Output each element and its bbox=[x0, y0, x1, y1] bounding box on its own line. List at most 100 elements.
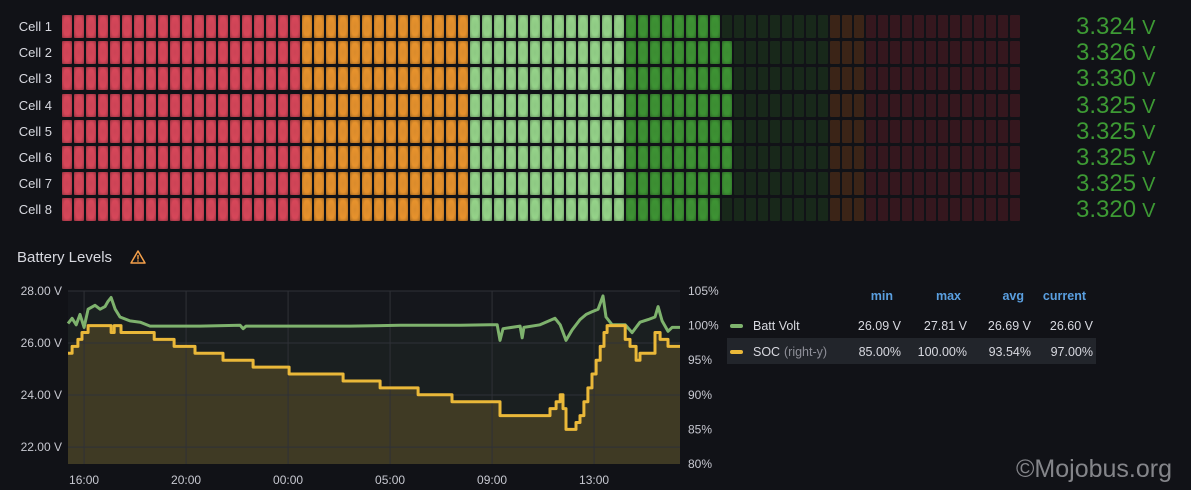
lit-segment bbox=[458, 67, 468, 91]
cell-row: Cell 4 3.325 V bbox=[0, 92, 1191, 119]
lit-segment bbox=[290, 67, 300, 91]
series-color-swatch[interactable] bbox=[730, 350, 743, 354]
unlit-segment bbox=[926, 119, 936, 143]
lit-segment bbox=[686, 93, 696, 117]
legend-header-max[interactable]: max bbox=[935, 289, 961, 303]
lit-segment bbox=[254, 93, 264, 117]
lit-segment bbox=[302, 67, 312, 91]
lit-segment bbox=[338, 172, 348, 196]
unlit-segment bbox=[866, 93, 876, 117]
lit-segment bbox=[398, 198, 408, 222]
lit-segment bbox=[662, 119, 672, 143]
unlit-segment bbox=[842, 146, 852, 169]
lit-segment bbox=[314, 119, 324, 143]
lit-segment bbox=[686, 198, 696, 222]
lit-segment bbox=[146, 146, 156, 169]
lit-segment bbox=[614, 119, 624, 143]
lit-segment bbox=[590, 93, 600, 117]
lit-segment bbox=[206, 198, 216, 222]
lit-segment bbox=[242, 172, 252, 196]
lit-segment bbox=[602, 41, 612, 65]
warning-triangle-icon[interactable] bbox=[130, 249, 146, 265]
lit-segment bbox=[458, 119, 468, 143]
unlit-segment bbox=[770, 93, 780, 117]
lit-segment bbox=[170, 67, 180, 91]
unlit-segment bbox=[842, 41, 852, 65]
lit-segment bbox=[710, 15, 720, 38]
lit-segment bbox=[206, 41, 216, 65]
lit-segment bbox=[278, 15, 288, 38]
unlit-segment bbox=[842, 198, 852, 222]
lit-segment bbox=[182, 15, 192, 38]
lit-segment bbox=[614, 15, 624, 38]
unlit-segment bbox=[974, 67, 984, 91]
cell-voltage-value: 3.326 V bbox=[1076, 39, 1155, 67]
unlit-segment bbox=[890, 67, 900, 91]
lit-segment bbox=[266, 119, 276, 143]
legend-series-name[interactable]: Batt Volt bbox=[753, 319, 800, 333]
legend-header-current[interactable]: current bbox=[1042, 289, 1086, 303]
lit-segment bbox=[542, 15, 552, 38]
lit-segment bbox=[650, 172, 660, 196]
lit-segment bbox=[242, 15, 252, 38]
unlit-segment bbox=[902, 172, 912, 196]
lit-segment bbox=[374, 15, 384, 38]
lit-segment bbox=[518, 93, 528, 117]
unlit-segment bbox=[854, 41, 864, 65]
legend-header-min[interactable]: min bbox=[870, 289, 893, 303]
cell-row: Cell 1 3.324 V bbox=[0, 13, 1191, 40]
legend-header-avg[interactable]: avg bbox=[1002, 289, 1024, 303]
lit-segment bbox=[62, 172, 72, 196]
battery-levels-chart[interactable]: 28.00 V 26.00 V 24.00 V 22.00 V 105% 100% 95% 9… bbox=[0, 280, 720, 490]
unlit-segment bbox=[986, 41, 996, 65]
lit-segment bbox=[146, 41, 156, 65]
lit-segment bbox=[122, 172, 132, 196]
lit-segment bbox=[386, 119, 396, 143]
legend-series-name[interactable]: SOC bbox=[753, 345, 781, 359]
lit-segment bbox=[146, 67, 156, 91]
unlit-segment bbox=[962, 172, 972, 196]
unlit-segment bbox=[818, 198, 828, 222]
lit-segment bbox=[686, 172, 696, 196]
lit-segment bbox=[506, 119, 516, 143]
unlit-segment bbox=[1010, 198, 1020, 222]
unlit-segment bbox=[950, 41, 960, 65]
lit-segment bbox=[170, 146, 180, 169]
lit-segment bbox=[590, 172, 600, 196]
lit-segment bbox=[710, 146, 720, 169]
series-color-swatch[interactable] bbox=[730, 324, 743, 328]
lit-segment bbox=[290, 198, 300, 222]
unlit-segment bbox=[794, 67, 804, 91]
unlit-segment bbox=[890, 198, 900, 222]
unlit-segment bbox=[986, 93, 996, 117]
unlit-segment bbox=[746, 119, 756, 143]
unlit-segment bbox=[794, 15, 804, 38]
lit-segment bbox=[614, 172, 624, 196]
x-tick-label: 20:00 bbox=[171, 473, 201, 487]
unlit-segment bbox=[866, 146, 876, 169]
lit-segment bbox=[566, 119, 576, 143]
lit-segment bbox=[326, 15, 336, 38]
unlit-segment bbox=[806, 198, 816, 222]
lit-segment bbox=[710, 41, 720, 65]
unlit-segment bbox=[938, 67, 948, 91]
lit-segment bbox=[302, 146, 312, 169]
lit-segment bbox=[662, 146, 672, 169]
lit-segment bbox=[710, 198, 720, 222]
x-tick-label: 13:00 bbox=[579, 473, 609, 487]
lit-segment bbox=[470, 198, 480, 222]
lit-segment bbox=[338, 198, 348, 222]
legend-row-soc[interactable]: SOC (right-y) 85.00% 100.00% 93.54% 97.0… bbox=[727, 338, 1096, 364]
lit-segment bbox=[62, 15, 72, 38]
unlit-segment bbox=[890, 119, 900, 143]
lit-segment bbox=[506, 67, 516, 91]
unlit-segment bbox=[962, 198, 972, 222]
unlit-segment bbox=[842, 15, 852, 38]
lit-segment bbox=[302, 172, 312, 196]
unlit-segment bbox=[890, 15, 900, 38]
lit-segment bbox=[722, 93, 732, 117]
unlit-segment bbox=[938, 119, 948, 143]
lit-segment bbox=[218, 15, 228, 38]
cell-voltage-value: 3.330 V bbox=[1076, 65, 1155, 93]
legend-row-batt-volt[interactable]: Batt Volt 26.09 V 27.81 V 26.69 V 26.60 … bbox=[727, 312, 1096, 338]
